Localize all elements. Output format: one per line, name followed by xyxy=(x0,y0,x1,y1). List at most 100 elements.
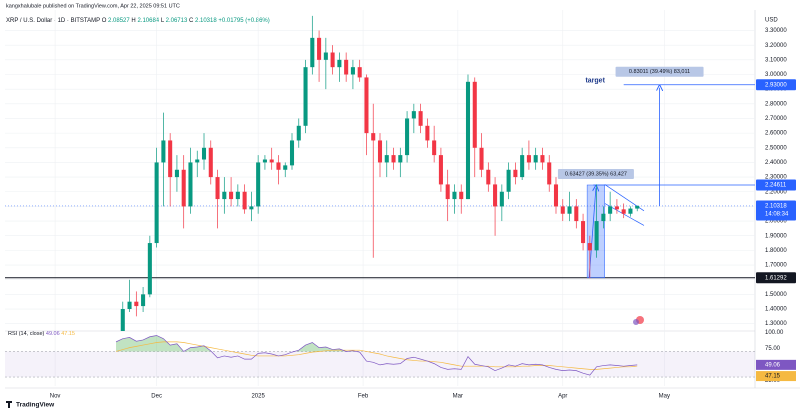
y-tick-label: 3.00000 xyxy=(765,72,787,78)
rsi-legend: RSI (14, close) 49.06 47.15 xyxy=(8,331,75,337)
candle-body xyxy=(208,147,213,178)
candle-body xyxy=(445,184,450,200)
candle-body xyxy=(330,52,335,68)
measure-arrow xyxy=(588,188,596,278)
change: +0.01795 (+0.86%) xyxy=(218,18,269,24)
candle-body xyxy=(344,59,349,75)
event-icon[interactable] xyxy=(633,319,639,325)
candle-body xyxy=(479,147,484,170)
countdown-label: 14:08:34 xyxy=(765,212,789,218)
candle-body xyxy=(418,111,423,126)
level-label-box xyxy=(756,272,796,284)
axes: 1.300001.400001.500001.600001.700001.800… xyxy=(50,28,796,400)
candle-body xyxy=(188,162,193,207)
x-tick-label: Mar xyxy=(453,394,463,400)
measure-label-box xyxy=(557,168,634,179)
candle-body xyxy=(459,191,464,200)
y-tick-label: 3.10000 xyxy=(765,57,787,63)
candle-body xyxy=(249,206,254,210)
overbought-fill xyxy=(116,335,357,352)
header: XRP / U.S. Dollar · 1D · BITSTAMP O 2.08… xyxy=(6,18,270,24)
measure-label: 0.83011 (39.49%) 83,011 xyxy=(629,69,690,75)
candle-body xyxy=(215,177,220,200)
candle-body xyxy=(526,155,531,163)
candle-body xyxy=(587,243,592,251)
y-tick-label: 1.50000 xyxy=(765,292,787,298)
candle-body xyxy=(506,169,511,192)
rsi-band xyxy=(5,351,755,378)
candle-body xyxy=(533,155,538,163)
candle-body xyxy=(547,162,552,185)
x-tick-label: 2025 xyxy=(251,394,265,400)
rsi-pane xyxy=(5,335,755,378)
candle-body xyxy=(465,81,471,200)
rsi-ma-box xyxy=(756,371,796,382)
measure-label: 0.63427 (39.35%) 63,427 xyxy=(565,171,627,177)
candle-body xyxy=(154,162,159,244)
candle-body xyxy=(134,301,139,307)
rsi-legend-item: 49.06 xyxy=(46,331,60,337)
level-label: 1.61292 xyxy=(765,275,787,281)
candle-body xyxy=(553,184,559,207)
candle-body xyxy=(574,206,579,222)
grid xyxy=(5,10,755,386)
candle-body xyxy=(391,155,396,163)
candle-body xyxy=(357,67,362,78)
ohlc-prefix: H xyxy=(131,18,135,24)
candle-body xyxy=(229,191,234,200)
candle-body xyxy=(405,118,410,156)
x-tick-label: May xyxy=(659,394,670,400)
rsi-ma-label: 47.15 xyxy=(765,374,781,380)
candle-body xyxy=(120,309,125,331)
candle-body xyxy=(594,221,599,251)
candle-body xyxy=(201,147,207,160)
candle-body xyxy=(317,37,322,60)
candle-body xyxy=(371,133,376,141)
candle-body xyxy=(303,67,308,126)
last-price-box xyxy=(756,200,796,221)
rsi-tick-label: 75.00 xyxy=(765,346,781,352)
candle-body xyxy=(364,77,369,134)
candle-body xyxy=(337,59,342,68)
candle-body xyxy=(567,206,572,214)
y-tick-label: 1.30000 xyxy=(765,321,787,327)
candle-body xyxy=(398,155,403,163)
level-label: 2.93000 xyxy=(765,82,787,88)
candle-body xyxy=(601,213,606,222)
candle-body xyxy=(452,191,457,200)
candle-body xyxy=(181,169,186,207)
candle-body xyxy=(296,125,301,141)
candle-body xyxy=(425,125,430,141)
y-tick-label: 2.70000 xyxy=(765,116,787,122)
candle-body xyxy=(540,155,545,163)
candle-body xyxy=(377,140,383,163)
currency: USD xyxy=(765,18,778,24)
y-tick-label: 2.30000 xyxy=(765,175,787,181)
candle-body xyxy=(520,155,525,178)
candle-body xyxy=(628,208,633,214)
y-tick-label: 2.20000 xyxy=(765,189,787,195)
candle-body xyxy=(276,162,281,170)
candle-body xyxy=(289,140,295,166)
last-price-label: 2.10318 xyxy=(765,204,787,210)
rsi-line xyxy=(115,335,638,376)
y-tick-label: 1.70000 xyxy=(765,263,787,269)
ohlc-prefix: C xyxy=(189,18,194,24)
y-tick-label: 2.50000 xyxy=(765,145,787,151)
y-tick-label: 2.00000 xyxy=(765,219,787,225)
candle-body xyxy=(127,301,132,310)
candle-body xyxy=(438,155,443,185)
ohlc-prefix: O xyxy=(102,18,107,24)
candle-body xyxy=(195,159,200,163)
candle-body xyxy=(432,140,437,156)
candle-body xyxy=(560,206,565,214)
y-tick-label: 3.30000 xyxy=(765,28,787,34)
candle-body xyxy=(242,191,247,210)
candle-body xyxy=(323,52,328,60)
candle-body xyxy=(499,191,504,207)
candle-body xyxy=(581,221,586,244)
candle-body xyxy=(235,191,240,200)
measure-label-box xyxy=(615,66,704,77)
footer: TradingView xyxy=(16,402,55,409)
candle-body xyxy=(168,140,173,178)
